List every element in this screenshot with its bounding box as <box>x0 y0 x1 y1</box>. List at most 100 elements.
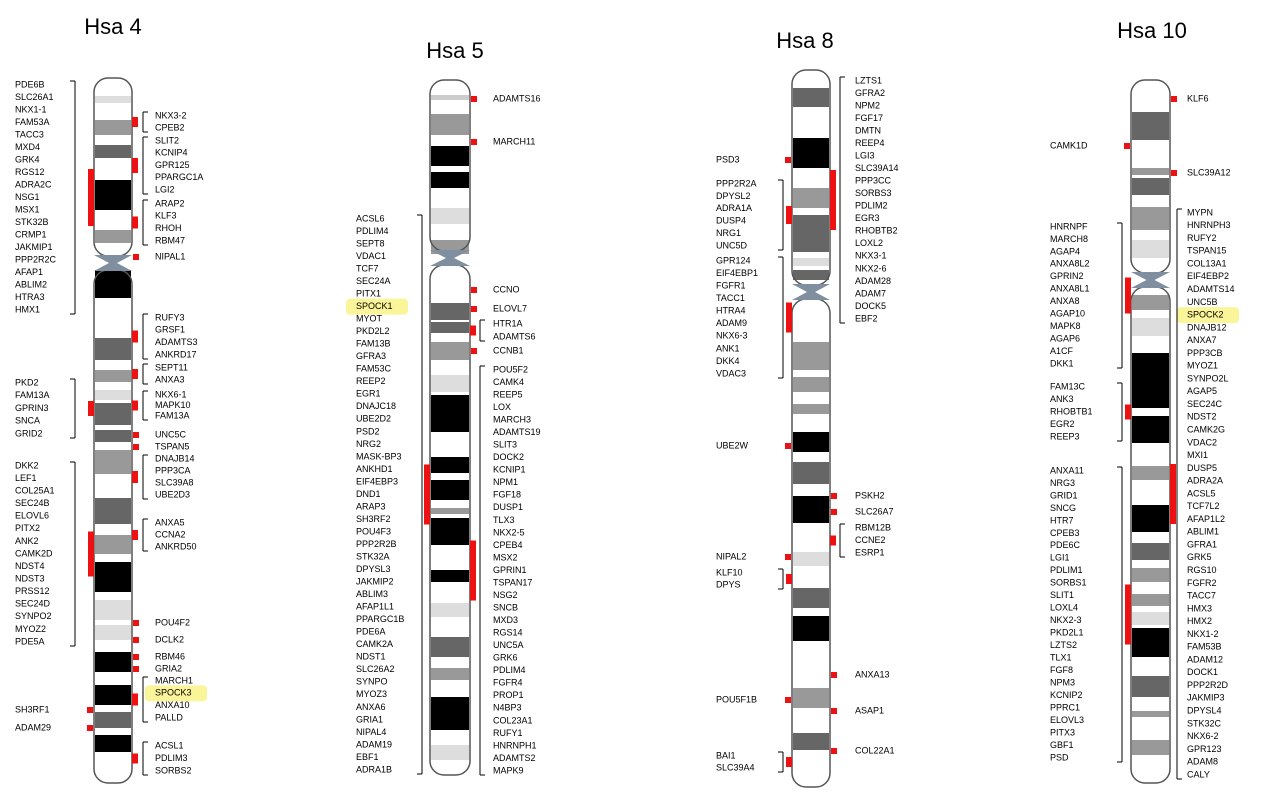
gene-label: NIPAL1 <box>155 251 185 261</box>
chromosome-band <box>431 603 469 617</box>
gene-label: AGAP4 <box>1050 246 1080 256</box>
gene-label: MXD4 <box>15 142 40 152</box>
gene-label: EBF1 <box>356 752 379 762</box>
chromosome-band <box>431 637 469 657</box>
gene-label: NRG3 <box>1050 478 1075 488</box>
locus-marker <box>471 139 477 145</box>
gene-label: RBM12B <box>855 522 891 532</box>
gene-label: TLX1 <box>1050 653 1072 663</box>
locus-marker <box>830 170 836 230</box>
gene-label: PPP2R2D <box>1187 680 1229 690</box>
gene-label: PKD2 <box>15 377 39 387</box>
gene-label: EGR2 <box>1050 419 1075 429</box>
locus-marker <box>786 574 792 584</box>
locus-marker <box>785 443 791 449</box>
gene-label: PDE5A <box>15 636 45 646</box>
gene-label: DPYSL3 <box>356 564 391 574</box>
gene-label: STK32A <box>356 551 390 561</box>
gene-label: SEC24D <box>15 599 51 609</box>
chromosome-band <box>793 496 829 523</box>
gene-label: TSPAN17 <box>493 577 532 587</box>
gene-label: PKD2L1 <box>1050 628 1084 638</box>
gene-label: LZTS2 <box>1050 640 1077 650</box>
gene-label: VDAC3 <box>716 368 746 378</box>
gene-label: DKK4 <box>716 356 740 366</box>
gene-label: NPM2 <box>855 100 880 110</box>
chromosome-band <box>1132 240 1169 258</box>
gene-label: NPM1 <box>493 477 518 487</box>
gene-label: AGAP6 <box>1050 333 1080 343</box>
locus-marker <box>831 708 837 714</box>
gene-label: HMX1 <box>15 304 40 314</box>
gene-label: MAPK8 <box>1050 321 1081 331</box>
gene-label: CAMK2A <box>356 639 393 649</box>
locus-marker <box>1125 584 1131 645</box>
gene-label: ELOVL6 <box>15 511 49 521</box>
gene-label: PITX1 <box>356 289 381 299</box>
locus-marker <box>133 666 139 672</box>
locus-marker <box>1171 170 1177 176</box>
gene-label: ANK1 <box>716 343 740 353</box>
chromosome-band <box>793 404 829 414</box>
gene-label: RGS14 <box>493 628 523 638</box>
gene-label: SLC26A2 <box>356 664 395 674</box>
gene-label: ADAM29 <box>15 722 51 732</box>
gene-label: NKX6-3 <box>716 331 748 341</box>
gene-label: DPYS <box>716 579 741 589</box>
chromosome-band <box>431 303 469 320</box>
locus-marker <box>133 432 139 438</box>
gene-label: ADAM19 <box>356 739 392 749</box>
gene-label: ANXA11 <box>1050 465 1084 475</box>
gene-label: CPEB4 <box>493 540 523 550</box>
locus-marker <box>1125 404 1131 420</box>
gene-label: CAMK2D <box>15 548 53 558</box>
locus-marker <box>471 96 477 102</box>
chromosome-band <box>1132 612 1169 625</box>
chromosome-band <box>431 322 469 333</box>
gene-label: HTRA4 <box>716 306 746 316</box>
gene-label: SPOCK1 <box>356 301 393 311</box>
gene-label: FGFR1 <box>716 280 746 290</box>
gene-label: KLF10 <box>716 567 743 577</box>
gene-label: MARCH1 <box>155 675 193 685</box>
chromosome-band <box>1132 318 1169 336</box>
locus-marker <box>831 748 837 754</box>
centromere <box>1131 272 1170 288</box>
chromosome-band <box>95 600 131 620</box>
gene-label: TSPAN15 <box>1187 246 1226 256</box>
gene-label: NKX1-2 <box>1187 629 1219 639</box>
gene-label: COL23A1 <box>493 715 533 725</box>
gene-label: MAPK10 <box>155 400 191 410</box>
gene-label: CAMK1D <box>1050 140 1088 150</box>
gene-label: GRIA1 <box>356 714 383 724</box>
gene-label: MYOZ3 <box>356 689 387 699</box>
gene-label: ADAMTS16 <box>493 93 541 103</box>
gene-label: SNCG <box>1050 503 1076 513</box>
chromosome-band <box>95 562 131 592</box>
gene-label: NIPAL4 <box>356 727 386 737</box>
gene-label: HTRA3 <box>15 292 45 302</box>
chromosome-band <box>1132 168 1169 175</box>
highlight <box>1177 307 1239 324</box>
gene-label: FAM13C <box>1050 381 1086 391</box>
chromosome-title: Hsa 8 <box>776 28 833 53</box>
gene-label: SLIT3 <box>493 440 517 450</box>
gene-label: DNAJB14 <box>155 453 195 463</box>
locus-marker <box>132 471 138 483</box>
gene-label: ANXA8 <box>1050 296 1080 306</box>
gene-label: NSG1 <box>15 192 40 202</box>
gene-label: DCLK2 <box>155 634 184 644</box>
gene-label: KLF6 <box>1187 93 1209 103</box>
gene-label: BAI1 <box>716 750 736 760</box>
chromosome-band <box>95 498 131 524</box>
gene-label: RUFY2 <box>1187 233 1217 243</box>
gene-label: NKX2-5 <box>493 527 525 537</box>
gene-label: JAKMIP1 <box>15 242 53 252</box>
gene-label: REEP4 <box>855 138 885 148</box>
locus-marker <box>133 254 139 260</box>
gene-label: ACSL6 <box>356 213 385 223</box>
locus-marker <box>470 540 476 601</box>
chromosome-band <box>793 552 829 566</box>
gene-label: RHOBTB1 <box>1050 406 1093 416</box>
gene-label: GPRIN3 <box>15 403 49 413</box>
